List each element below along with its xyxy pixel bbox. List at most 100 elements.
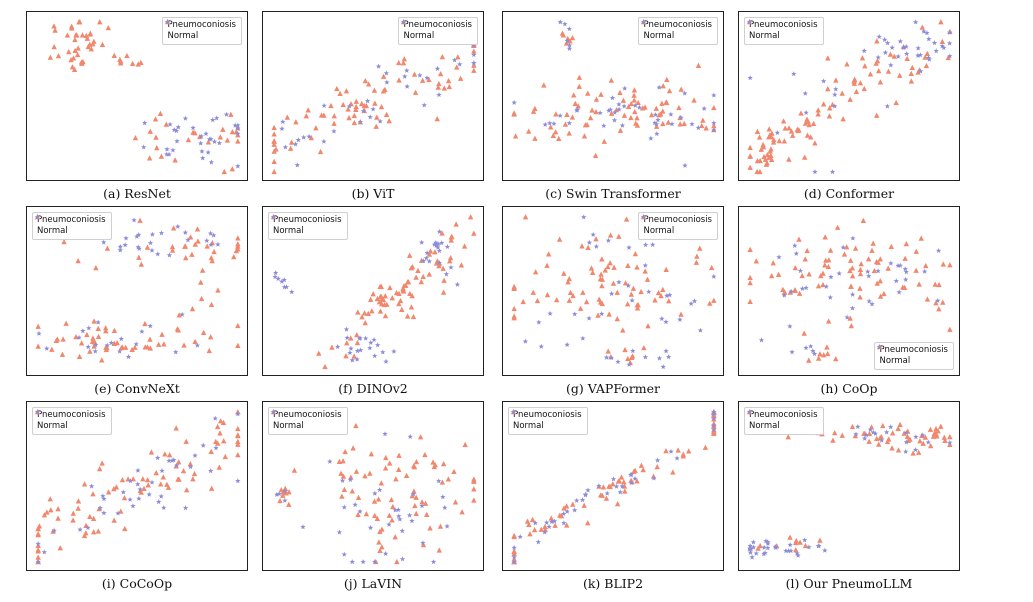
- pneumoconiosis-point: [344, 340, 350, 346]
- legend-label: Normal: [643, 31, 675, 41]
- legend-entry-normal: Normal: [401, 19, 472, 42]
- pneumoconiosis-point: [166, 452, 173, 458]
- pneumoconiosis-point: [383, 111, 390, 118]
- legend: Pneumoconiosis Normal: [32, 212, 112, 240]
- pneumoconiosis-point: [55, 515, 61, 521]
- normal-point: [407, 433, 413, 440]
- pneumoconiosis-point: [471, 67, 477, 73]
- legend-entry-normal: Normal: [641, 214, 712, 237]
- legend-label: Pneumoconiosis: [749, 20, 818, 30]
- pneumoconiosis-point: [353, 106, 359, 112]
- pneumoconiosis-point: [675, 447, 681, 453]
- normal-point: [173, 128, 180, 134]
- scatter-svg: [747, 217, 953, 363]
- pneumoconiosis-point: [87, 513, 93, 519]
- tsne-panel: Pneumoconiosis Normal (e) ConvNeXt: [26, 206, 248, 398]
- normal-point: [276, 491, 282, 497]
- normal-point: [433, 242, 439, 248]
- pneumoconiosis-point: [386, 512, 393, 518]
- pneumoconiosis-point: [634, 115, 640, 121]
- normal-point: [137, 486, 143, 492]
- normal-point: [549, 519, 555, 525]
- legend: Pneumoconiosis Normal: [744, 17, 824, 45]
- scatter-svg: [511, 409, 717, 565]
- normal-point: [214, 115, 220, 121]
- pneumoconiosis-point: [451, 468, 457, 475]
- normal-point: [865, 268, 871, 274]
- normal-point: [669, 121, 675, 127]
- normal-point: [321, 102, 327, 108]
- normal-point: [566, 26, 573, 32]
- normal-point: [611, 117, 618, 123]
- normal-point: [829, 169, 836, 175]
- pneumoconiosis-point: [820, 101, 827, 107]
- pneumoconiosis-point: [916, 281, 922, 287]
- pneumoconiosis-point: [35, 531, 41, 537]
- pneumoconiosis-point: [235, 235, 241, 241]
- normal-point: [166, 458, 172, 464]
- scatter-svg: [511, 214, 717, 370]
- pneumoconiosis-point: [72, 47, 78, 53]
- normal-point: [787, 323, 793, 329]
- pneumoconiosis-point: [897, 421, 903, 427]
- normal-point: [561, 511, 567, 517]
- pneumoconiosis-point: [605, 263, 611, 270]
- normal-point: [77, 526, 83, 532]
- normal-point: [155, 251, 161, 257]
- normal-point: [900, 44, 907, 51]
- normal-point: [621, 103, 627, 109]
- normal-point: [347, 477, 354, 483]
- normal-point: [76, 334, 82, 340]
- normal-point: [392, 507, 398, 513]
- legend-entry-pneumo: Pneumoconiosis: [270, 409, 342, 421]
- pneumoconiosis-point: [747, 246, 753, 253]
- tsne-panel: Pneumoconiosis Normal (l) Our PneumoLLM: [738, 401, 960, 593]
- pneumoconiosis-point: [754, 128, 761, 135]
- pneumoconiosis-point: [830, 437, 836, 443]
- pneumoconiosis-point: [459, 509, 465, 515]
- pneumoconiosis-point: [336, 458, 343, 464]
- pneumoconiosis-point: [858, 260, 864, 267]
- pneumoconiosis-point: [90, 41, 96, 47]
- pneumoconiosis-point: [887, 51, 894, 57]
- normal-point: [156, 499, 162, 505]
- normal-point: [875, 54, 881, 60]
- pneumoconiosis-point: [388, 496, 395, 503]
- pneumoconiosis-point: [896, 72, 903, 78]
- normal-point: [335, 344, 341, 350]
- pneumoconiosis-point: [99, 460, 105, 466]
- normal-point: [628, 479, 635, 485]
- pneumoconiosis-point: [747, 144, 753, 151]
- pneumoconiosis-point: [313, 125, 319, 131]
- normal-point: [457, 61, 463, 67]
- pneumoconiosis-point: [362, 320, 368, 326]
- normal-point: [116, 348, 123, 354]
- normal-point: [203, 130, 209, 137]
- pneumoconiosis-point: [793, 537, 799, 544]
- panel-caption: (f) DINOv2: [338, 381, 408, 396]
- pneumoconiosis-point: [287, 145, 294, 151]
- legend-entry-normal: Normal: [270, 409, 342, 432]
- normal-point: [792, 242, 798, 248]
- pneumoconiosis-point: [51, 43, 57, 50]
- normal-point: [200, 442, 206, 448]
- normal-point: [327, 458, 333, 464]
- normal-point: [572, 507, 578, 513]
- normal-point: [711, 120, 717, 126]
- pneumoconiosis-point: [553, 111, 559, 117]
- pneumoconiosis-point: [448, 237, 454, 243]
- normal-point: [207, 230, 214, 236]
- pneumoconiosis-point: [214, 423, 221, 430]
- normal-point: [903, 276, 909, 282]
- pneumoconiosis-point: [87, 41, 93, 47]
- normal-point: [101, 239, 107, 245]
- pneumoconiosis-point: [849, 265, 856, 271]
- legend: Pneumoconiosis Normal: [268, 407, 348, 435]
- normal-point: [41, 549, 47, 555]
- pneumoconiosis-point: [382, 465, 389, 471]
- pneumoconiosis-point: [711, 104, 717, 111]
- pneumoconiosis-point: [938, 19, 944, 25]
- pneumoconiosis-point: [556, 135, 562, 141]
- panel-caption: (c) Swin Transformer: [545, 186, 681, 201]
- normal-point: [135, 244, 141, 250]
